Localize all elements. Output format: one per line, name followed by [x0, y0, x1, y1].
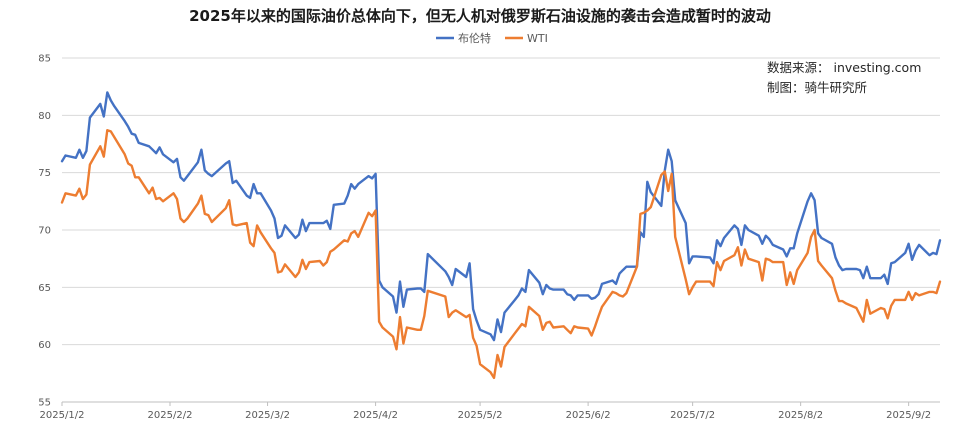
x-tick-label-2025-4-2: 2025/4/2 [353, 410, 398, 421]
y-tick-label-75: 75 [38, 168, 51, 179]
y-tick-label-70: 70 [38, 226, 51, 237]
chart-title: 2025年以来的国际油价总体向下，但无人机对俄罗斯石油设施的袭击会造成暂时的波动 [189, 7, 771, 25]
author-note: 制图：骑牛研究所 [767, 80, 867, 95]
series-line-brent [60, 91, 942, 342]
y-tick-label-65: 65 [38, 283, 51, 294]
x-tick-label-2025-7-2: 2025/7/2 [670, 410, 715, 421]
series-layer [60, 91, 942, 380]
x-tick-label-2025-8-2: 2025/8/2 [778, 410, 823, 421]
series-line-wti [60, 128, 942, 380]
source-notes: 数据来源： investing.com 制图：骑牛研究所 [767, 60, 921, 95]
legend-label-brent: 布伦特 [458, 31, 491, 45]
legend-label-wti: WTI [527, 32, 548, 45]
x-tick-label-2025-1-2: 2025/1/2 [40, 410, 85, 421]
x-tick-label-2025-3-2: 2025/3/2 [245, 410, 290, 421]
y-tick-label-55: 55 [38, 398, 51, 409]
x-tick-label-2025-2-2: 2025/2/2 [148, 410, 193, 421]
x-axis-ticks: 2025/1/2 2025/2/2 2025/3/2 2025/4/2 2025/5/2… [40, 402, 931, 421]
y-tick-label-60: 60 [38, 340, 51, 351]
gridlines [62, 57, 940, 346]
y-axis-ticks: 55 60 65 70 75 80 85 [38, 54, 51, 409]
y-tick-label-80: 80 [38, 111, 51, 122]
x-tick-label-2025-5-2: 2025/5/2 [458, 410, 503, 421]
source-note: 数据来源： investing.com [767, 60, 921, 75]
legend: 布伦特 WTI [436, 31, 548, 45]
x-tick-label-2025-6-2: 2025/6/2 [566, 410, 611, 421]
y-tick-label-85: 85 [38, 54, 51, 65]
x-tick-label-2025-9-2: 2025/9/2 [886, 410, 931, 421]
